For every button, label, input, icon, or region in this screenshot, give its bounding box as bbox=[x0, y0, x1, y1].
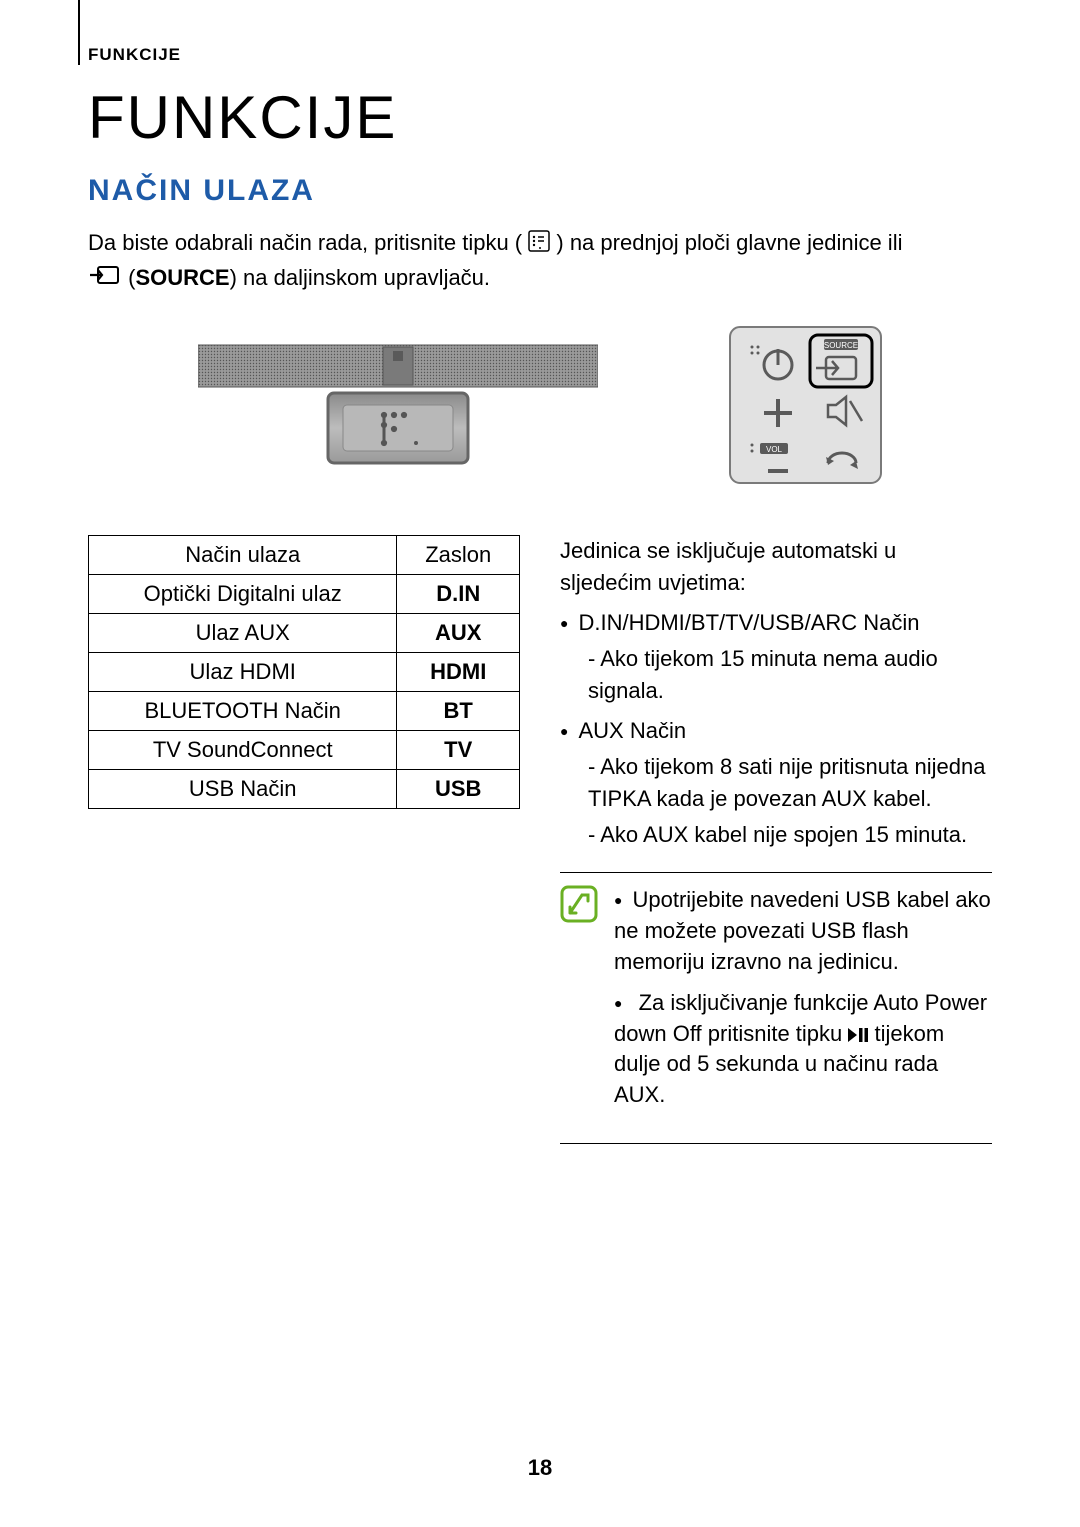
source-arrow-icon bbox=[88, 262, 122, 295]
intro-text-post: ) na daljinskom upravljaču. bbox=[230, 265, 490, 290]
page-left-rule bbox=[78, 0, 80, 65]
table-row: Optički Digitalni ulazD.IN bbox=[89, 575, 520, 614]
note-block: Upotrijebite navedeni USB kabel ako ne m… bbox=[560, 885, 992, 1121]
mode-display-cell: USB bbox=[397, 770, 520, 809]
mode-display-cell: AUX bbox=[397, 614, 520, 653]
mode-name-cell: TV SoundConnect bbox=[89, 731, 397, 770]
soundbar-illustration bbox=[198, 335, 598, 475]
table-row: Ulaz HDMIHDMI bbox=[89, 653, 520, 692]
note-separator-top bbox=[560, 872, 992, 873]
table-row: Ulaz AUXAUX bbox=[89, 614, 520, 653]
remote-vol-label: VOL bbox=[765, 445, 782, 454]
function-button-icon bbox=[528, 228, 550, 261]
mode-display-cell: Zaslon bbox=[397, 536, 520, 575]
table-row: Način ulazaZaslon bbox=[89, 536, 520, 575]
cond-aux: AUX Način bbox=[560, 715, 992, 747]
mode-display-cell: HDMI bbox=[397, 653, 520, 692]
mode-name-cell: Način ulaza bbox=[89, 536, 397, 575]
mode-display-cell: D.IN bbox=[397, 575, 520, 614]
mode-name-cell: BLUETOOTH Način bbox=[89, 692, 397, 731]
cond-din-sub: - Ako tijekom 15 minuta nema audio signa… bbox=[560, 643, 992, 707]
cond-aux-sub1: - Ako tijekom 8 sati nije pritisnuta nij… bbox=[560, 751, 992, 815]
mode-display-cell: BT bbox=[397, 692, 520, 731]
left-column: Način ulazaZaslonOptički Digitalni ulazD… bbox=[88, 535, 520, 1156]
intro-text-mid: ) na prednjoj ploči glavne jedinice ili bbox=[556, 230, 902, 255]
source-label: SOURCE bbox=[135, 265, 229, 290]
play-pause-icon bbox=[848, 1019, 868, 1050]
hero-illustrations: SOURCE VOL bbox=[88, 325, 992, 485]
page-number: 18 bbox=[0, 1455, 1080, 1481]
mode-name-cell: USB Način bbox=[89, 770, 397, 809]
note-icon bbox=[560, 885, 600, 1121]
right-column: Jedinica se isključuje automatski u slje… bbox=[560, 535, 992, 1156]
table-row: TV SoundConnectTV bbox=[89, 731, 520, 770]
cond-aux-sub2: - Ako AUX kabel nije spojen 15 minuta. bbox=[560, 819, 992, 851]
note-auto-power-off: Za isključivanje funkcije Auto Power dow… bbox=[614, 988, 992, 1111]
page-content: FUNKCIJE FUNKCIJE NAČIN ULAZA Da biste o… bbox=[0, 0, 1080, 1156]
auto-off-conditions-2: AUX Način bbox=[560, 715, 992, 747]
mode-name-cell: Optički Digitalni ulaz bbox=[89, 575, 397, 614]
note-usb-cable: Upotrijebite navedeni USB kabel ako ne m… bbox=[614, 885, 992, 977]
intro-paragraph: Da biste odabrali način rada, pritisnite… bbox=[88, 226, 992, 295]
auto-off-conditions: D.IN/HDMI/BT/TV/USB/ARC Način bbox=[560, 607, 992, 639]
note-list: Upotrijebite navedeni USB kabel ako ne m… bbox=[614, 885, 992, 1121]
table-row: USB NačinUSB bbox=[89, 770, 520, 809]
cond-din: D.IN/HDMI/BT/TV/USB/ARC Način bbox=[560, 607, 992, 639]
auto-off-lead: Jedinica se isključuje automatski u slje… bbox=[560, 535, 992, 599]
note-separator-bottom bbox=[560, 1143, 992, 1144]
intro-text-pre: Da biste odabrali način rada, pritisnite… bbox=[88, 230, 522, 255]
mode-display-cell: TV bbox=[397, 731, 520, 770]
input-mode-table: Način ulazaZaslonOptički Digitalni ulazD… bbox=[88, 535, 520, 809]
breadcrumb: FUNKCIJE bbox=[88, 45, 992, 65]
mode-name-cell: Ulaz AUX bbox=[89, 614, 397, 653]
remote-illustration: SOURCE VOL bbox=[728, 325, 883, 485]
table-row: BLUETOOTH NačinBT bbox=[89, 692, 520, 731]
section-heading: NAČIN ULAZA bbox=[88, 174, 992, 208]
remote-source-label: SOURCE bbox=[823, 341, 857, 350]
mode-name-cell: Ulaz HDMI bbox=[89, 653, 397, 692]
content-columns: Način ulazaZaslonOptički Digitalni ulazD… bbox=[88, 535, 992, 1156]
page-title: FUNKCIJE bbox=[88, 83, 992, 152]
